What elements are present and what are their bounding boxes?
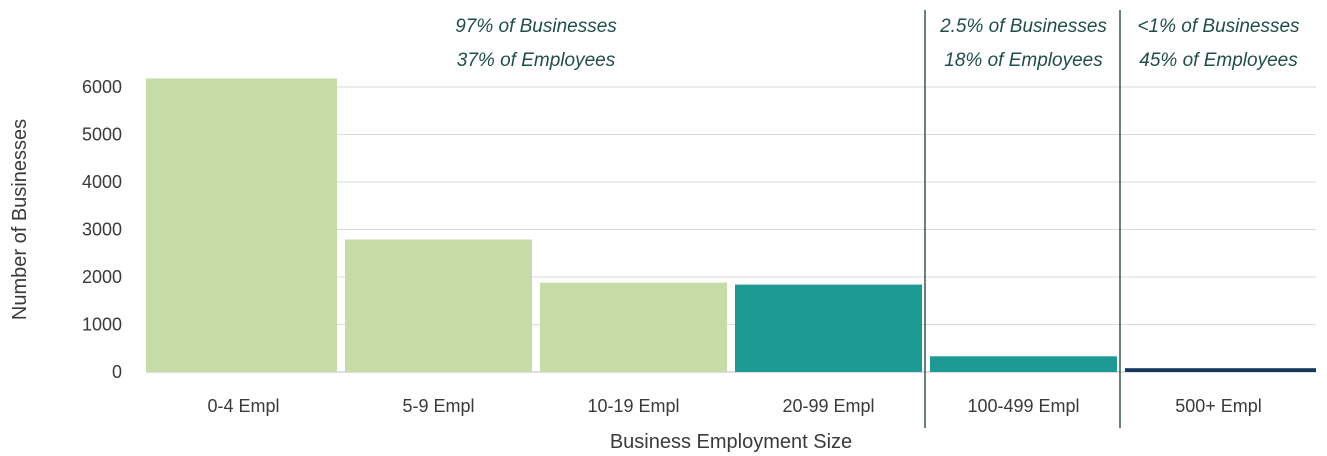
x-axis-title: Business Employment Size	[610, 431, 852, 453]
x-tick-label: 100-499 Empl	[967, 396, 1079, 416]
y-tick-label: 0	[112, 362, 122, 382]
annotation-line-2: 18% of Employees	[944, 50, 1103, 71]
bar	[540, 282, 727, 372]
group-annotations: 97% of Businesses 37% of Employees 2.5% of…	[455, 16, 1300, 71]
y-tick-label: 4000	[82, 172, 122, 192]
bars	[146, 78, 1316, 372]
annotation-line-2: 37% of Employees	[457, 50, 616, 71]
x-tick-label: 500+ Empl	[1175, 396, 1262, 416]
x-tick-label: 5-9 Empl	[402, 396, 474, 416]
bar	[345, 239, 532, 372]
group-dividers	[924, 10, 1121, 428]
annotation-line-1: 97% of Businesses	[455, 16, 617, 37]
y-tick-label: 2000	[82, 267, 122, 287]
annotation-line-1: 2.5% of Businesses	[939, 16, 1107, 37]
bar	[735, 284, 922, 372]
y-axis-title: Number of Businesses	[9, 119, 31, 320]
y-tick-label: 6000	[82, 77, 122, 97]
bar	[146, 78, 337, 372]
annotation-line-1: <1% of Businesses	[1137, 16, 1300, 37]
y-tick-label: 1000	[82, 315, 122, 335]
x-tick-label: 20-99 Empl	[782, 396, 874, 416]
bar	[1125, 368, 1316, 372]
y-axis-ticks: 0 1000 2000 3000 4000 5000 6000	[82, 77, 122, 382]
x-axis-ticks: 0-4 Empl 5-9 Empl 10-19 Empl 20-99 Empl 100-…	[207, 396, 1261, 416]
y-tick-label: 5000	[82, 125, 122, 145]
x-tick-label: 0-4 Empl	[207, 396, 279, 416]
x-tick-label: 10-19 Empl	[587, 396, 679, 416]
gridlines	[146, 86, 1316, 373]
bar	[930, 356, 1117, 372]
y-tick-label: 3000	[82, 220, 122, 240]
annotation-line-2: 45% of Employees	[1139, 50, 1298, 71]
